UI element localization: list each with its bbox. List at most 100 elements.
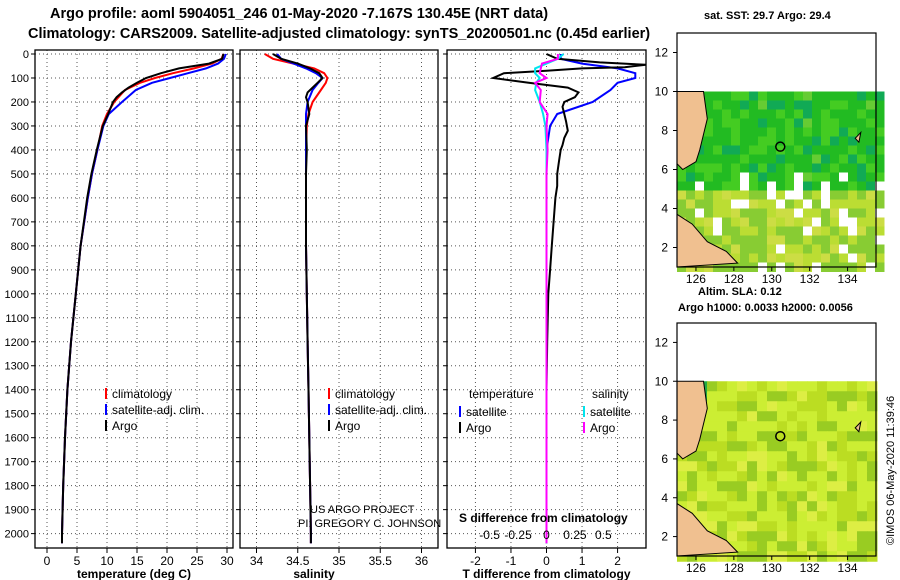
map-cell [857,501,868,512]
map-cell [677,481,688,492]
map-cell [747,491,758,502]
y-tick-label: 1900 [5,505,29,517]
map-cell [839,136,849,146]
map-cell [749,154,759,164]
land-mass [676,91,708,171]
map-cell [848,244,858,254]
map-cell [848,235,858,245]
y-tick-label: 800 [11,241,29,253]
map-cell [747,471,758,482]
map-cell [839,172,849,182]
map-cell [787,401,798,412]
legend-label: Argo [112,419,138,433]
map-cell [827,451,838,462]
map-cell [827,431,838,442]
map-cell [749,253,759,263]
map-cell [794,100,804,110]
map-cell [727,501,738,512]
map-cell [794,154,804,164]
map-cell [737,511,748,522]
map-cell [867,471,878,482]
map-y-tick-label: 10 [655,374,669,388]
map-cell [722,208,732,218]
map-cell [722,226,732,236]
map-cell [794,244,804,254]
map-cell [695,217,705,227]
map-cell [713,181,723,191]
map-cell [794,217,804,227]
y-tick-label: 1200 [5,337,29,349]
map-cell [803,154,813,164]
map-cell [875,100,885,110]
y-tick-label: 1600 [5,433,29,445]
map-cell [803,172,813,182]
map-cell [830,136,840,146]
legend-label: satellite [466,405,507,419]
map-y-tick-label: 10 [655,85,669,99]
map-cell [717,381,728,392]
map-cell [740,235,750,245]
map-cell [812,91,822,101]
map-cell [857,421,868,432]
x-tick-label: 0 [543,554,550,568]
map-cell [867,461,878,472]
map-cell [740,154,750,164]
map-cell [722,91,732,101]
map-cell [848,253,858,263]
map-cell [797,471,808,482]
series-line-argo [61,53,225,544]
map-cell [767,441,778,452]
map-cell [875,217,885,227]
map-cell [740,244,750,254]
map-cell [827,501,838,512]
map-cell [767,172,777,182]
map-cell [737,411,748,422]
map-cell [704,217,714,227]
map-cell [747,441,758,452]
map-cell [812,127,822,137]
legend-swatch [583,422,585,433]
map-cell [731,145,741,155]
map-cell [803,208,813,218]
map-cell [848,172,858,182]
map-cell [749,199,759,209]
map-cell [847,431,858,442]
map-cell [757,441,768,452]
map-cell [812,109,822,119]
map-cell [866,217,876,227]
panel-frame [446,49,647,549]
map-cell [727,411,738,422]
map-cell [767,208,777,218]
series-line-satellite-adj-clim- [61,53,227,544]
map-cell [837,461,848,472]
map-cell [797,451,808,462]
map-cell [757,501,768,512]
map-cell [697,501,708,512]
map-cell [857,199,867,209]
map-cell [867,491,878,502]
map-cell [848,100,858,110]
map-cell [727,491,738,502]
map-cell [875,136,885,146]
map-cell [749,127,759,137]
panel-temperature: 0 5 10 15 20 25 300100200300400500600700800900… [5,49,234,580]
map-cell [758,208,768,218]
map-cell [830,235,840,245]
map-cell [727,511,738,522]
panel-frame [34,49,234,549]
map-cell [695,163,705,173]
map-cell [785,91,795,101]
map-cell [717,401,728,412]
second-axis-label: S difference from climatology [459,511,628,525]
map-cell [797,431,808,442]
map-cell [866,244,876,254]
map-cell [830,163,840,173]
map-cell [817,461,828,472]
map-cell [848,91,858,101]
map-cell [812,118,822,128]
map-cell [817,471,828,482]
map-cell [817,441,828,452]
map-cell [817,431,828,442]
map-cell [848,199,858,209]
legend-heading: salinity [592,387,629,401]
